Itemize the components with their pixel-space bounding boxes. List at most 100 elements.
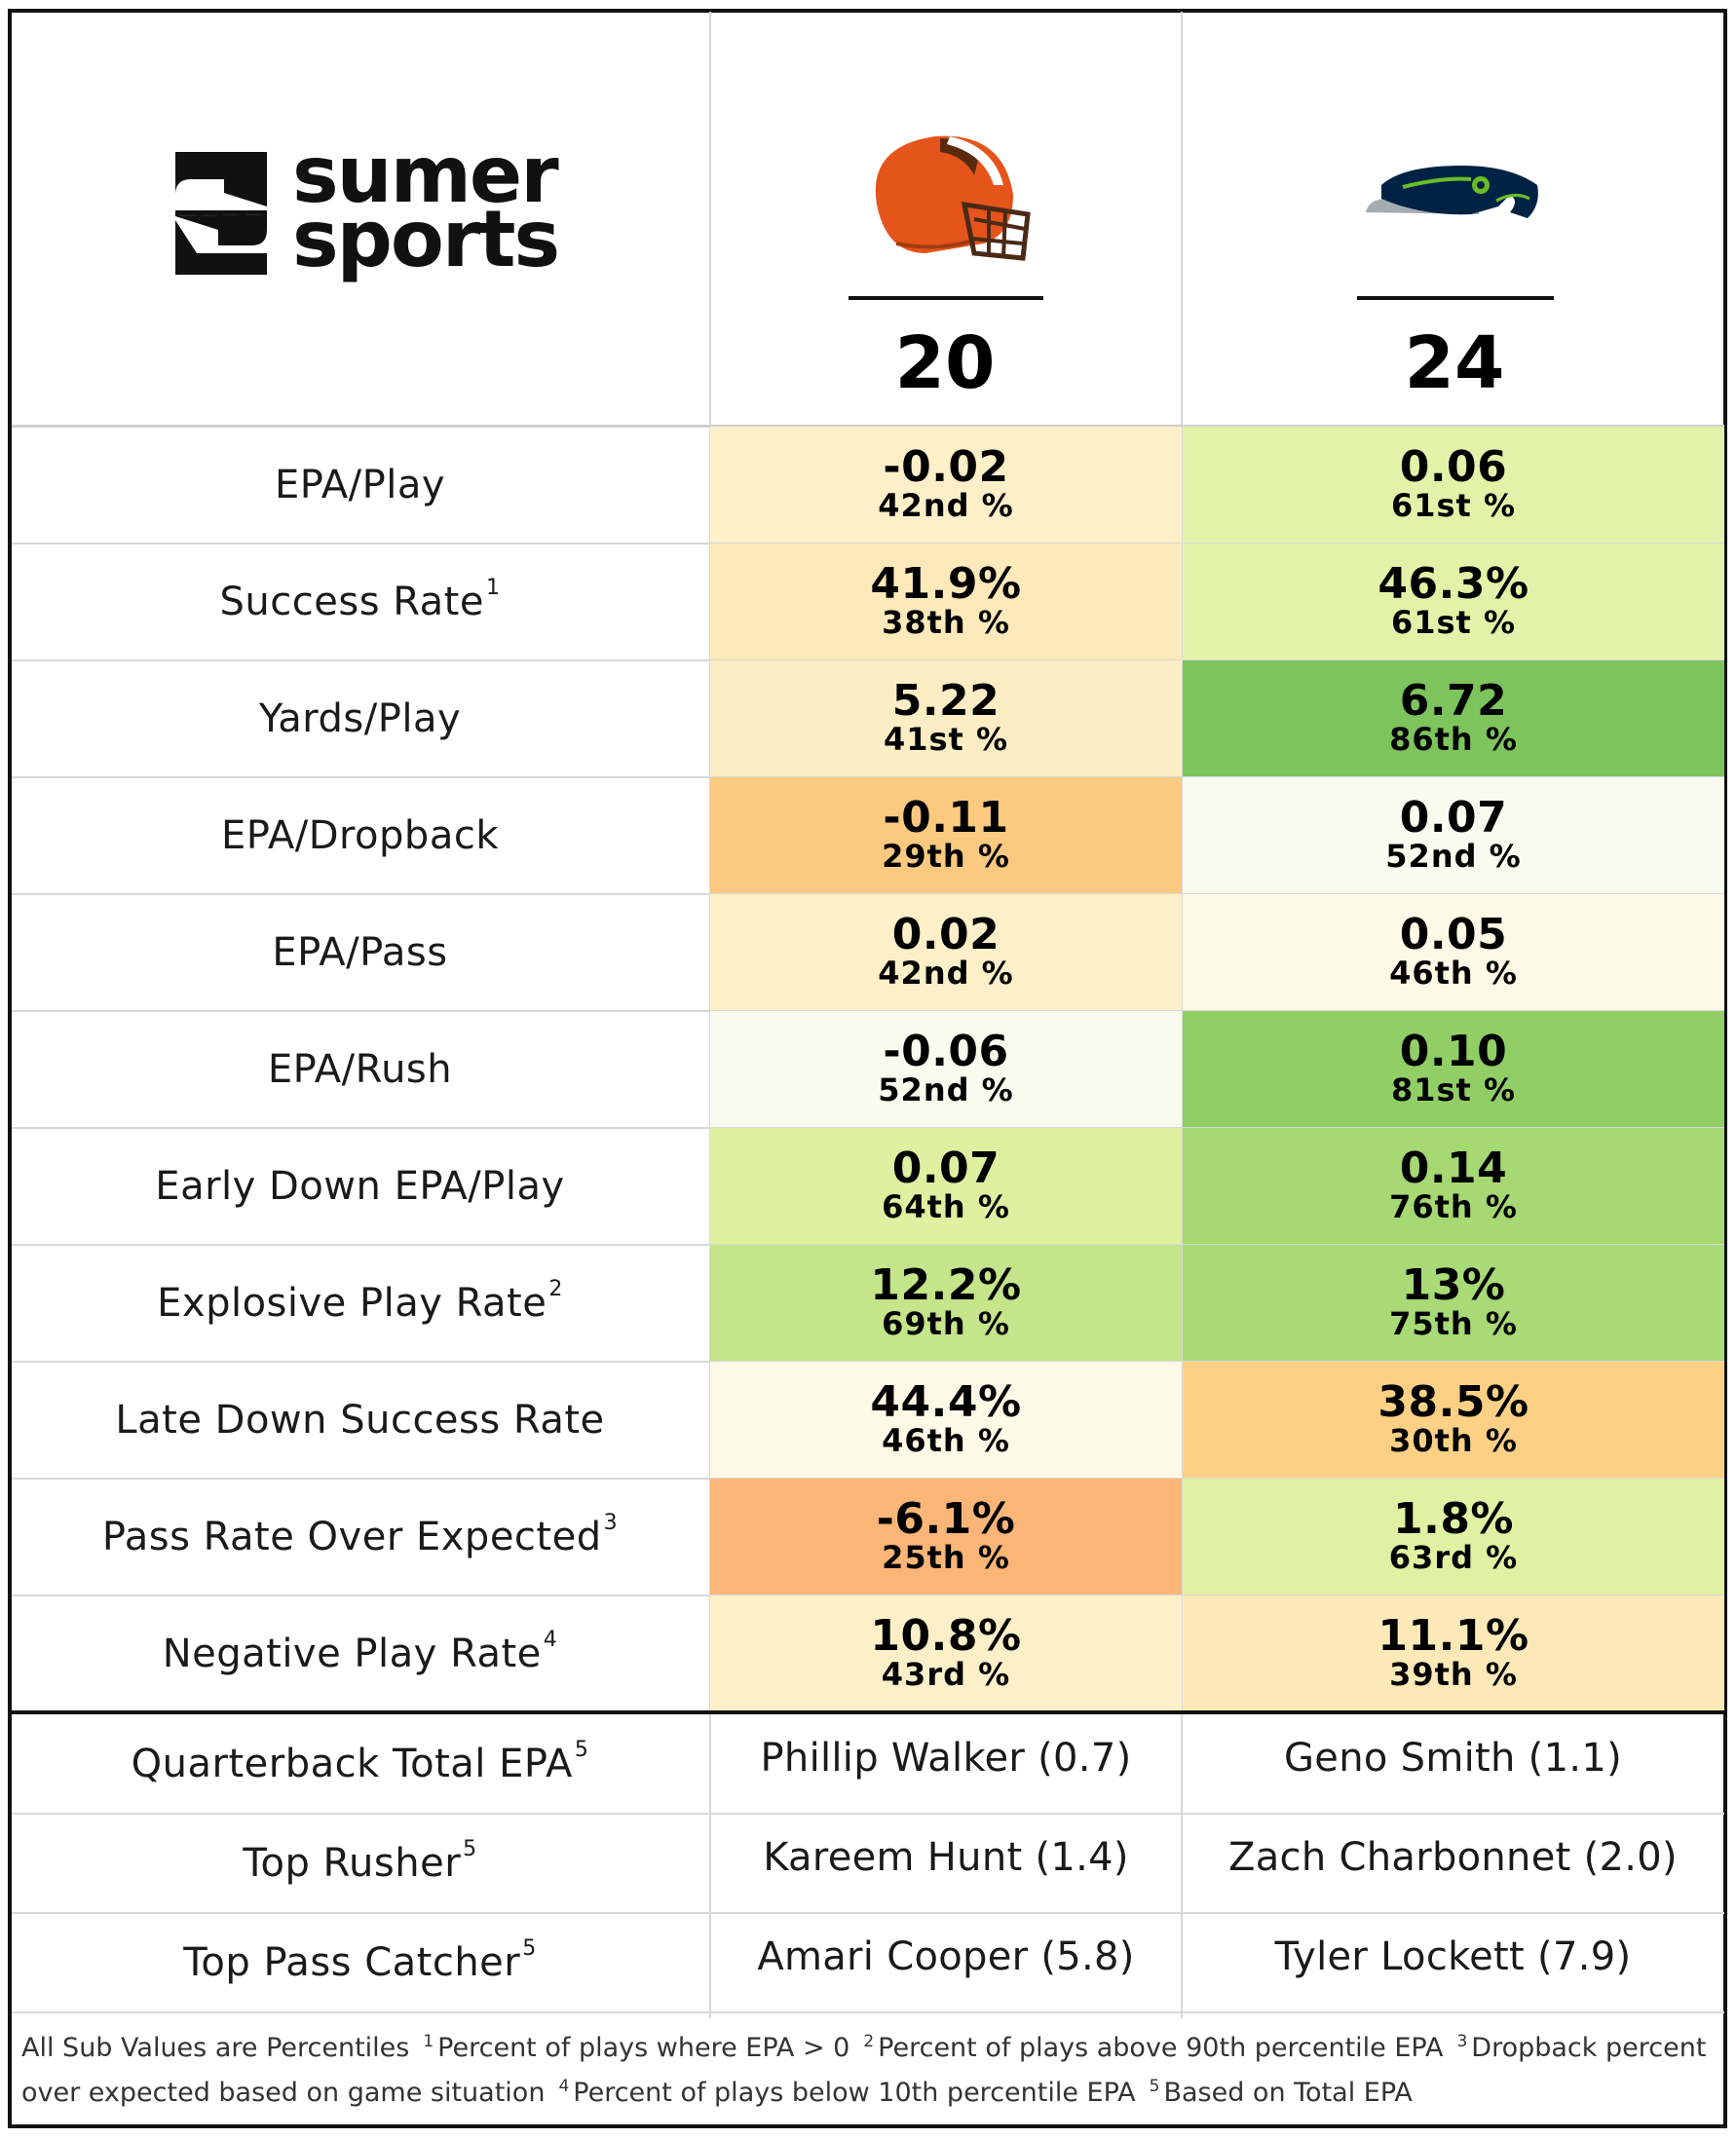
team-a-value-cell: -0.02 42nd % bbox=[710, 427, 1182, 544]
team-a-player: Amari Cooper (5.8) bbox=[757, 1934, 1135, 1979]
team-b-value-cell: 0.10 81st % bbox=[1183, 1011, 1724, 1128]
player-stat-label: Top Pass Catcher 5 bbox=[183, 1936, 537, 1986]
team-a-value-cell: 0.02 42nd % bbox=[710, 894, 1182, 1011]
footnote-3-marker: 3 bbox=[1456, 2032, 1468, 2051]
stat-percentile: 76th % bbox=[1389, 1188, 1518, 1225]
stat-label: Yards/Play bbox=[12, 660, 708, 777]
team-a-value-cell: -6.1% 25th % bbox=[710, 1479, 1182, 1595]
stat-value: 0.05 bbox=[1399, 910, 1508, 959]
stat-percentile: 61st % bbox=[1390, 604, 1517, 641]
stat-label: EPA/Dropback bbox=[12, 777, 708, 894]
team-a-value-cell: 12.2% 69th % bbox=[710, 1245, 1182, 1362]
seahawks-logo-icon bbox=[1366, 166, 1538, 218]
stat-label-text: EPA/Play bbox=[274, 463, 446, 507]
stats-card-frame bbox=[8, 9, 1727, 2128]
stat-percentile: 61st % bbox=[1390, 487, 1517, 524]
stat-percentile: 63rd % bbox=[1388, 1539, 1519, 1576]
team-a-player: Phillip Walker (0.7) bbox=[760, 1736, 1132, 1781]
header-divider bbox=[12, 425, 1724, 428]
team-b-value-cell: 13% 75th % bbox=[1183, 1245, 1724, 1362]
team-a-underline bbox=[849, 296, 1043, 300]
team-b-value-cell: 6.72 86th % bbox=[1183, 660, 1724, 777]
stat-percentile: 29th % bbox=[882, 838, 1010, 875]
team-a-value-cell: 44.4% 46th % bbox=[710, 1362, 1182, 1479]
team-b-value-cell: 0.06 61st % bbox=[1183, 427, 1724, 544]
stat-value: 6.72 bbox=[1399, 676, 1508, 726]
footnote-4-marker: 4 bbox=[558, 2077, 570, 2096]
footnote-1: Percent of plays where EPA > 0 bbox=[437, 2033, 850, 2063]
stat-value: 1.8% bbox=[1392, 1494, 1515, 1544]
stat-label-text: Negative Play Rate bbox=[162, 1632, 542, 1676]
row-divider bbox=[12, 2011, 1724, 2013]
stat-value: 0.14 bbox=[1399, 1144, 1508, 1193]
team-b-underline bbox=[1357, 296, 1554, 300]
footnote-3: Dropback percent over expected based on … bbox=[21, 2033, 1707, 2108]
stat-value: 10.8% bbox=[870, 1611, 1022, 1661]
stat-label-text: Late Down Success Rate bbox=[115, 1398, 605, 1443]
stat-value: 12.2% bbox=[870, 1260, 1022, 1310]
stat-value: 13% bbox=[1401, 1260, 1506, 1310]
stat-percentile: 30th % bbox=[1389, 1422, 1518, 1459]
stat-percentile: 42nd % bbox=[878, 487, 1014, 524]
footnote-2: Percent of plays above 90th percentile E… bbox=[878, 2033, 1444, 2063]
team-b-value-cell: 0.14 76th % bbox=[1183, 1128, 1724, 1245]
stat-value: 0.07 bbox=[1399, 793, 1508, 843]
stat-label: EPA/Rush bbox=[12, 1011, 708, 1128]
stat-percentile: 86th % bbox=[1389, 721, 1518, 758]
stat-label: Success Rate 1 bbox=[219, 576, 501, 625]
stat-value: 0.06 bbox=[1399, 442, 1508, 492]
stat-percentile: 25th % bbox=[882, 1539, 1010, 1576]
stat-label-text: Yards/Play bbox=[258, 696, 462, 741]
brand-line1: sumer bbox=[292, 130, 559, 220]
stat-label-text: EPA/Pass bbox=[272, 930, 448, 975]
brand-line2: sports bbox=[292, 194, 560, 284]
team-a-value-cell: 5.22 41st % bbox=[710, 660, 1182, 777]
stat-value: 0.07 bbox=[891, 1144, 1000, 1193]
player-stat-label-text: Top Pass Catcher bbox=[183, 1940, 521, 1985]
stat-value: 0.10 bbox=[1399, 1027, 1508, 1076]
stat-value: -6.1% bbox=[876, 1494, 1016, 1544]
stat-value: 5.22 bbox=[891, 676, 1000, 726]
footnote-5-marker: 5 bbox=[1149, 2077, 1160, 2096]
stat-value: -0.11 bbox=[883, 793, 1009, 843]
team-b-value-cell: 46.3% 61st % bbox=[1183, 544, 1724, 660]
stat-label: Negative Play Rate 4 bbox=[162, 1628, 558, 1677]
stat-percentile: 46th % bbox=[882, 1422, 1010, 1459]
row-divider bbox=[12, 1813, 1724, 1815]
team-a-value-cell: 10.8% 43rd % bbox=[710, 1595, 1182, 1712]
team-b-player: Zach Charbonnet (2.0) bbox=[1228, 1835, 1678, 1880]
stat-value: 0.02 bbox=[891, 910, 1000, 959]
stat-value: 11.1% bbox=[1377, 1611, 1529, 1661]
player-stat-label: Top Rusher 5 bbox=[243, 1837, 477, 1887]
stat-percentile: 41st % bbox=[883, 721, 1009, 758]
team-b-player: Geno Smith (1.1) bbox=[1284, 1736, 1622, 1781]
section-divider bbox=[12, 1710, 1724, 1714]
stat-label: Explosive Play Rate 2 bbox=[157, 1277, 563, 1327]
stat-value: 46.3% bbox=[1377, 559, 1529, 609]
stat-label-text: EPA/Rush bbox=[267, 1047, 453, 1092]
stat-label: EPA/Play bbox=[12, 427, 708, 544]
stat-value: 38.5% bbox=[1377, 1377, 1529, 1427]
stat-value: -0.02 bbox=[883, 442, 1009, 492]
column-divider-b bbox=[1181, 12, 1183, 2018]
player-stat-label-text: Top Rusher bbox=[243, 1841, 462, 1886]
team-b-value-cell: 38.5% 30th % bbox=[1183, 1362, 1724, 1479]
team-a-logo bbox=[857, 127, 1033, 273]
player-stat-label-text: Quarterback Total EPA bbox=[131, 1742, 573, 1786]
team-a-value-cell: -0.06 52nd % bbox=[710, 1011, 1182, 1128]
player-stat-label: Quarterback Total EPA 5 bbox=[131, 1738, 589, 1787]
footnote-intro: All Sub Values are Percentiles bbox=[21, 2033, 410, 2063]
footnote-5: Based on Total EPA bbox=[1163, 2078, 1413, 2108]
team-a-value-cell: 41.9% 38th % bbox=[710, 544, 1182, 660]
team-b-player: Tyler Lockett (7.9) bbox=[1274, 1934, 1632, 1979]
team-b-logo bbox=[1364, 156, 1544, 234]
team-b-value-cell: 1.8% 63rd % bbox=[1183, 1479, 1724, 1595]
stat-percentile: 81st % bbox=[1390, 1071, 1517, 1108]
stat-label-text: Early Down EPA/Play bbox=[155, 1164, 565, 1209]
stat-label-text: Pass Rate Over Expected bbox=[101, 1515, 602, 1559]
footnote-2-marker: 2 bbox=[863, 2032, 875, 2051]
stat-label: Pass Rate Over Expected 3 bbox=[101, 1511, 619, 1560]
stat-percentile: 75th % bbox=[1389, 1305, 1518, 1342]
team-a-player: Kareem Hunt (1.4) bbox=[763, 1835, 1129, 1880]
stat-percentile: 39th % bbox=[1389, 1656, 1518, 1693]
